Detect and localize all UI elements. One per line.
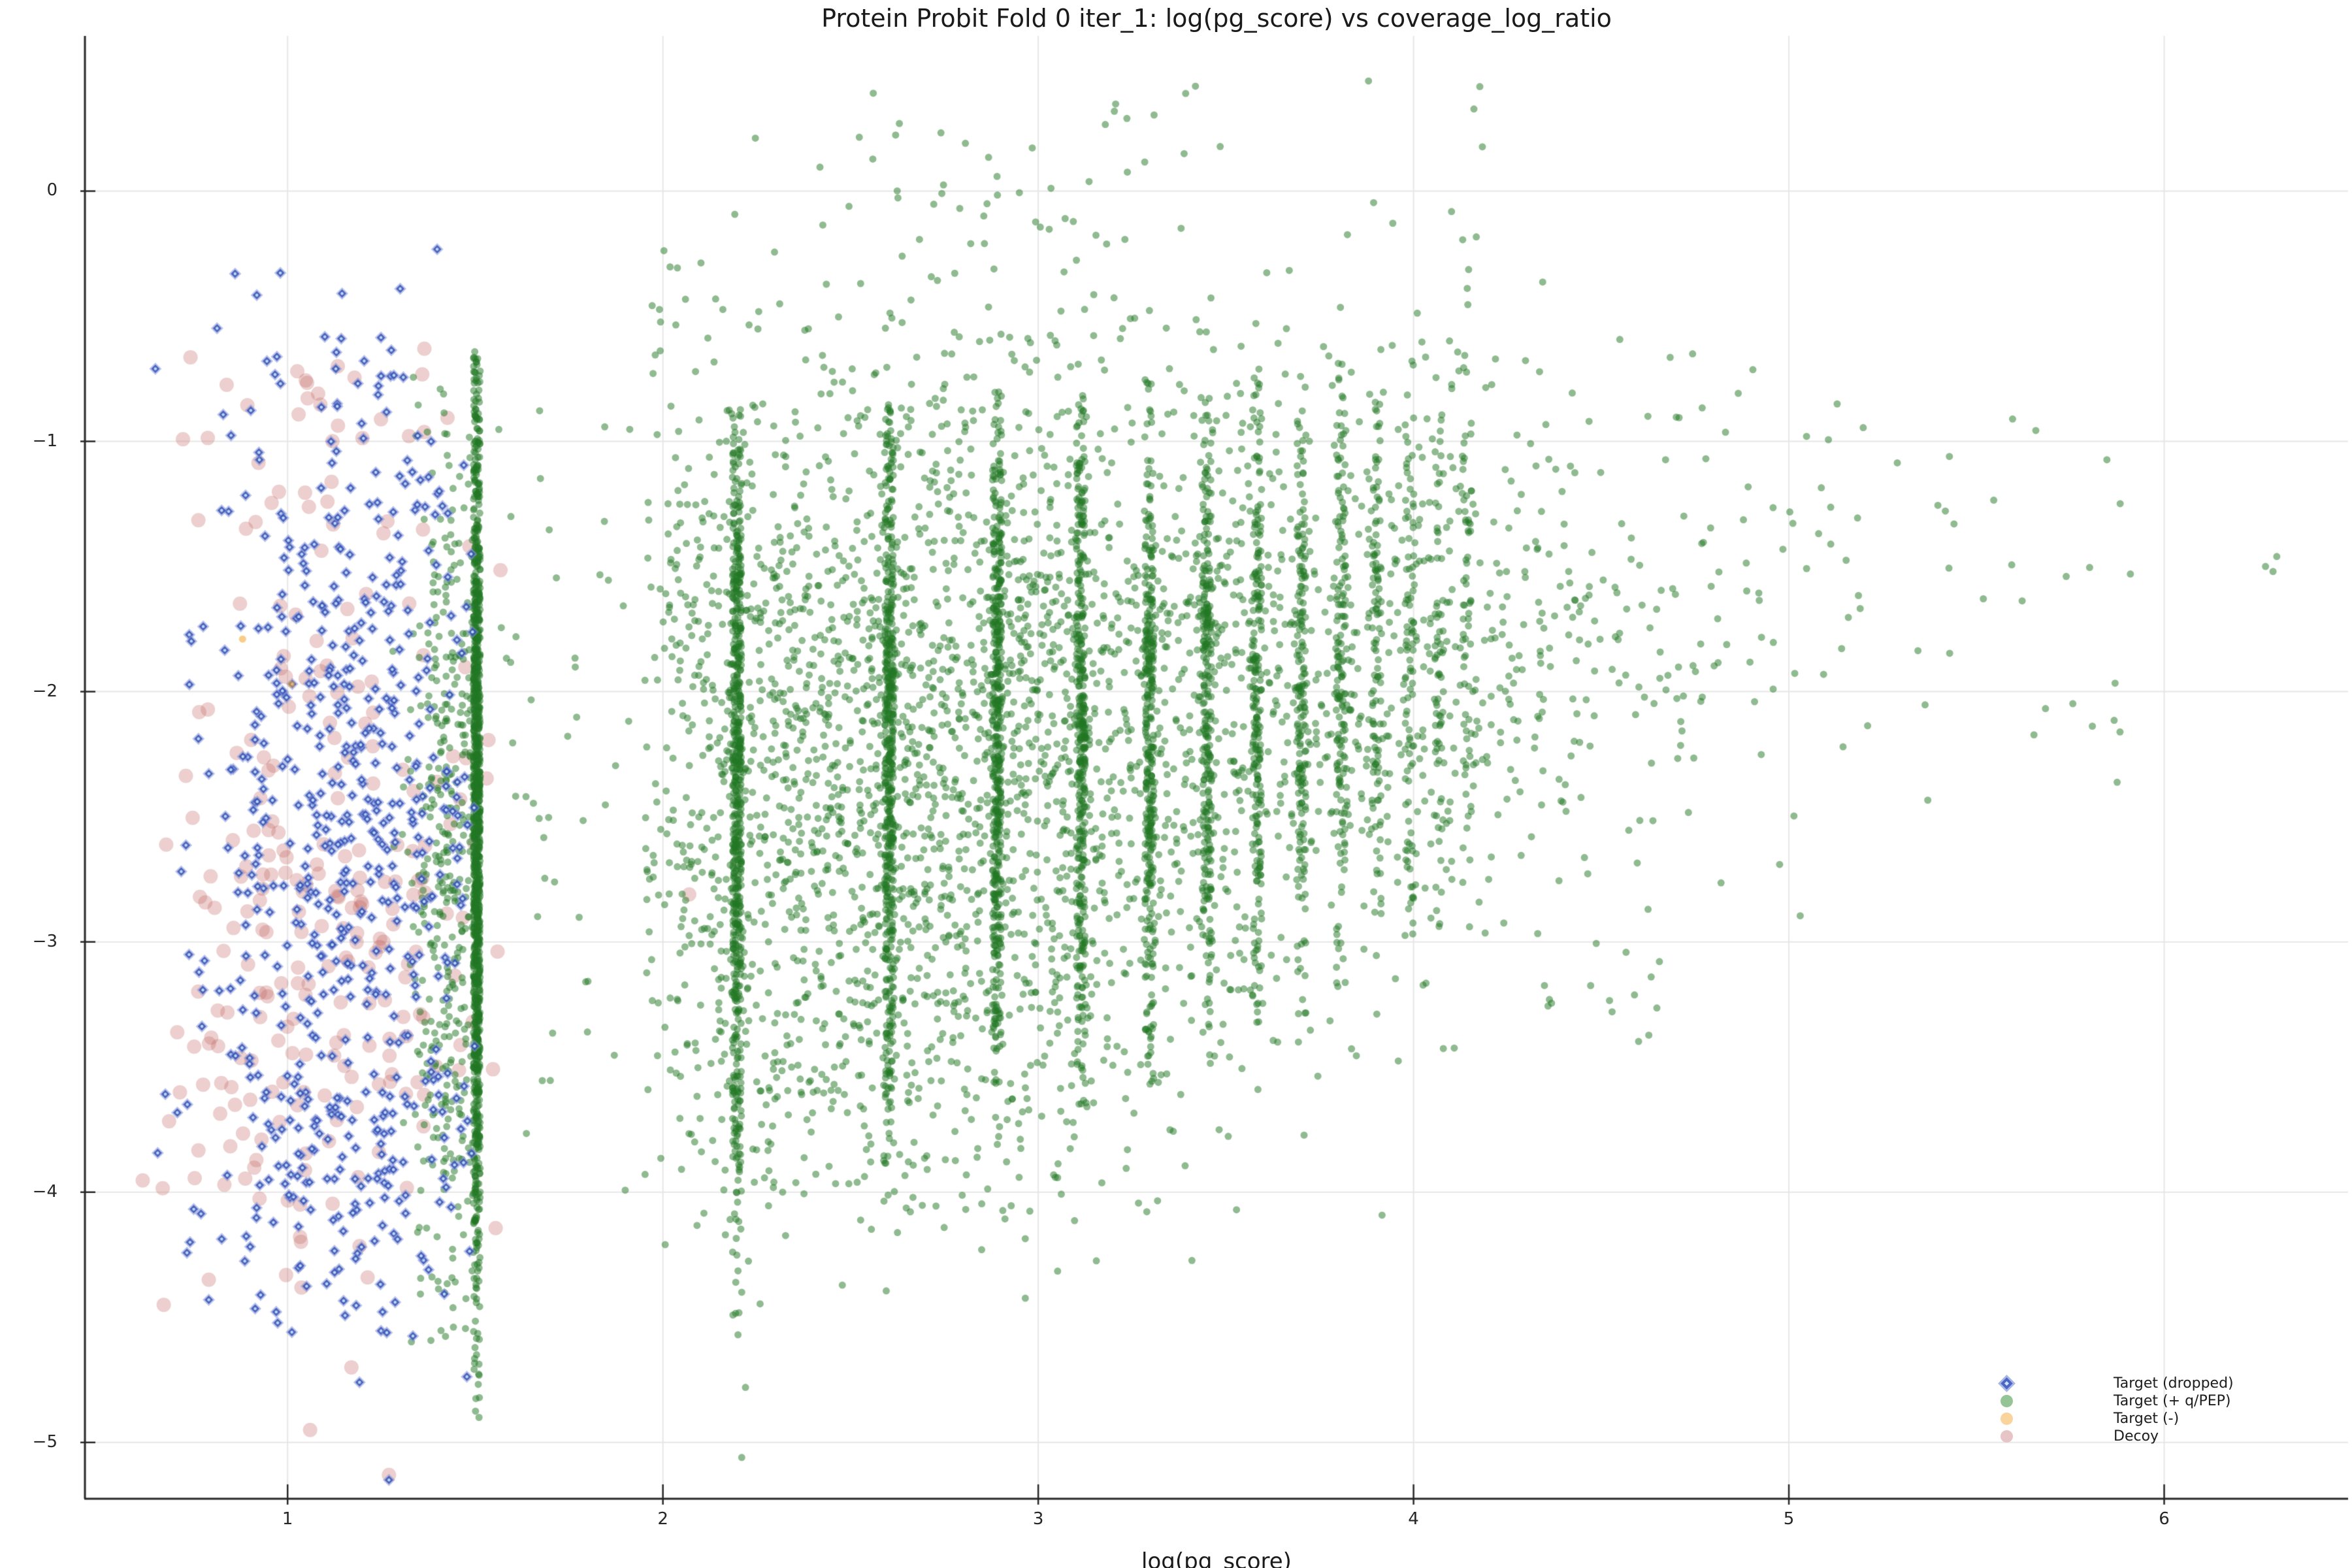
legend-item: Target (-) — [1997, 1410, 2234, 1428]
legend-item: Target (+ q/PEP) — [1997, 1392, 2234, 1410]
chart-title: Protein Probit Fold 0 iter_1: log(pg_sco… — [821, 4, 1612, 33]
legend-label: Target (dropped) — [2114, 1375, 2234, 1392]
x-axis-label: log(pg_score) — [1141, 1548, 1292, 1568]
x-tick-label: 4 — [1408, 1509, 1419, 1529]
x-tick-label: 5 — [1783, 1509, 1795, 1529]
x-tick-label: 3 — [1032, 1509, 1044, 1529]
legend-circle-icon — [1997, 1428, 2016, 1446]
legend-item: Target (dropped) — [1997, 1375, 2234, 1392]
legend-label: Target (-) — [2114, 1411, 2180, 1427]
x-tick-label: 1 — [282, 1509, 293, 1529]
y-tick-label: −5 — [32, 1431, 57, 1452]
legend-label: Target (+ q/PEP) — [2114, 1393, 2231, 1409]
y-tick-label: −2 — [32, 681, 57, 701]
legend-circle-icon — [1997, 1392, 2016, 1411]
legend: Target (dropped) Target (+ q/PEP) Target (… — [1997, 1375, 2234, 1445]
y-tick-label: 0 — [46, 180, 57, 201]
legend-diamond-icon — [1997, 1375, 2016, 1393]
x-tick-label: 2 — [657, 1509, 668, 1529]
x-tick-label: 6 — [2159, 1509, 2170, 1529]
legend-circle-icon — [1997, 1410, 2016, 1428]
y-tick-label: −4 — [32, 1181, 57, 1201]
legend-item: Decoy — [1997, 1428, 2234, 1445]
y-tick-label: −3 — [32, 931, 57, 951]
y-tick-label: −1 — [32, 431, 57, 451]
legend-label: Decoy — [2114, 1428, 2159, 1445]
